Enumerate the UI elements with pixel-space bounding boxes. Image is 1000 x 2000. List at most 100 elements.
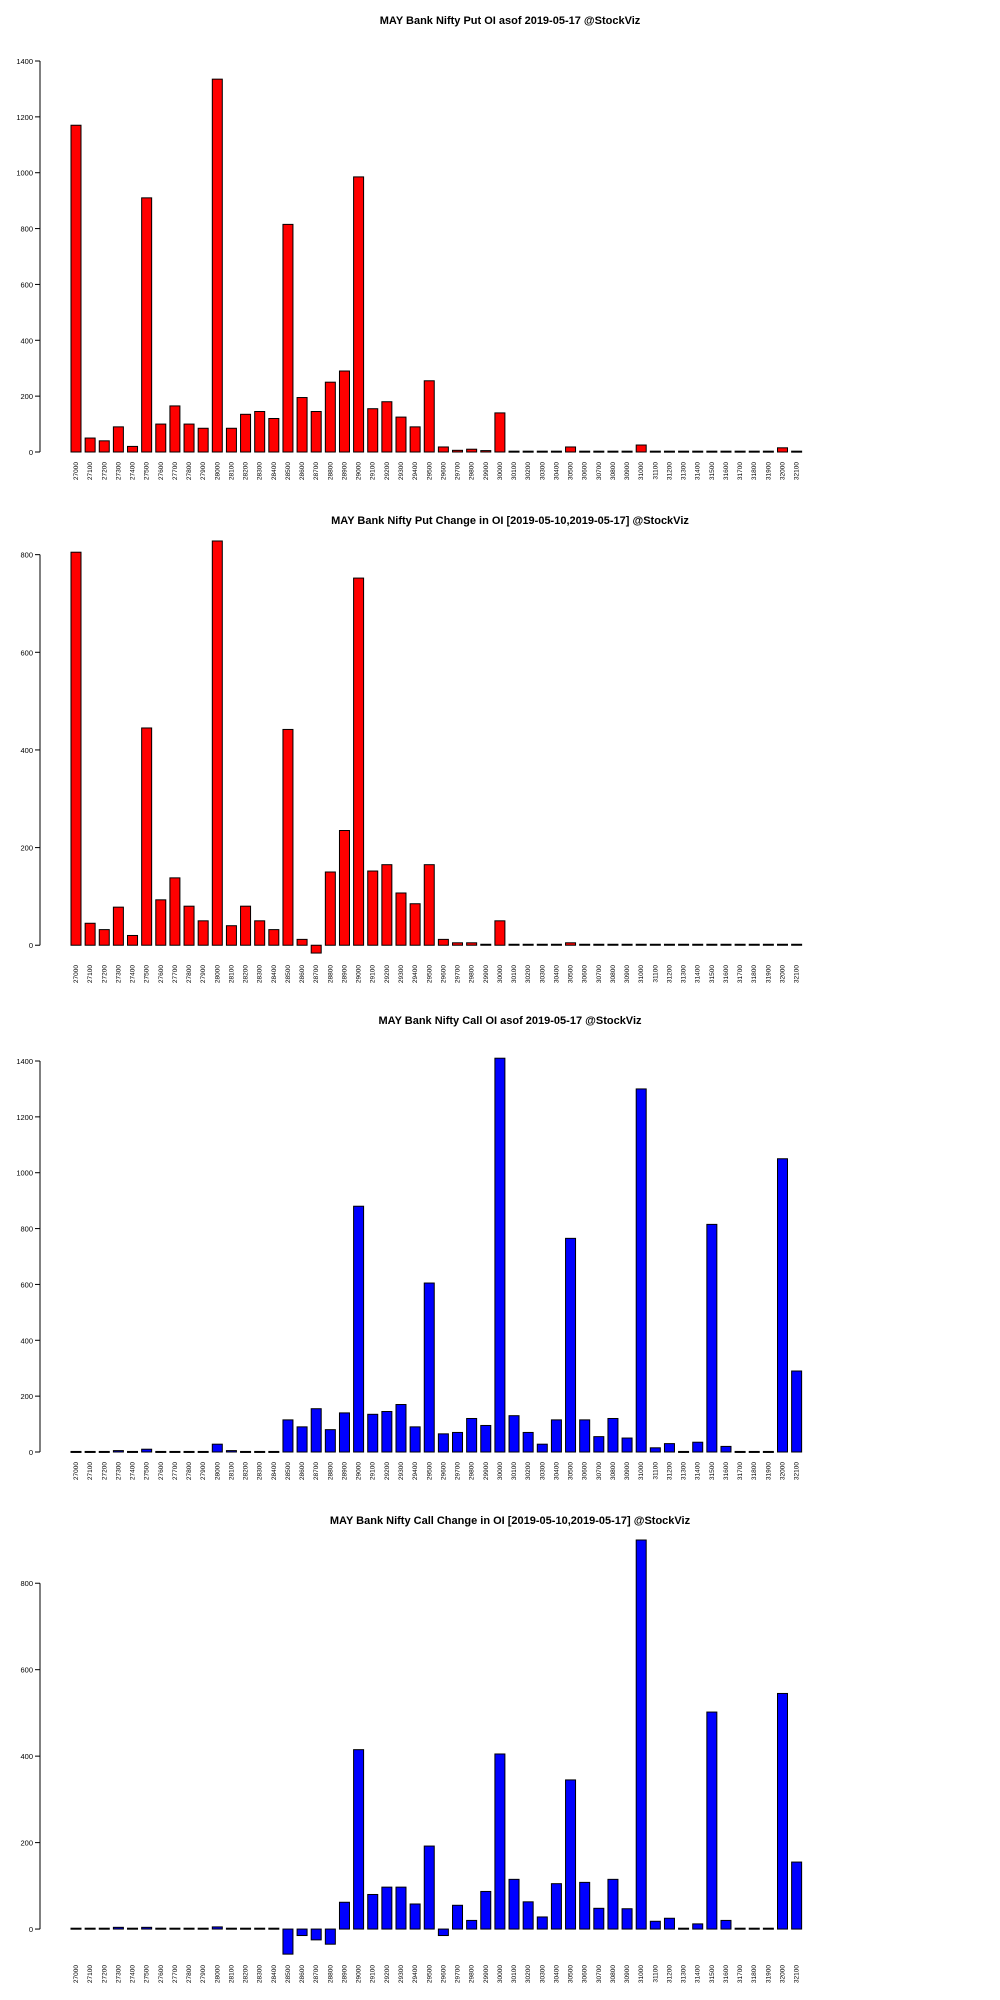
put-oi-change-bar-27300 [112, 906, 124, 946]
put-oi-chart-title: MAY Bank Nifty Put OI asof 2019-05-17 @S… [380, 15, 641, 27]
call-oi-y-tick-label: 0 [29, 1448, 33, 1457]
call-oi-change-x-tick-label: 28400 [271, 1965, 278, 1983]
call-oi-x-tick-label: 31600 [723, 1462, 730, 1480]
call-oi-bar-27600 [155, 1450, 167, 1453]
call-oi-x-tick-label: 27900 [200, 1462, 207, 1480]
call-oi-bar-31700 [734, 1450, 746, 1453]
put-oi-change-x-tick-label: 30000 [497, 965, 504, 983]
put-oi-x-tick-label: 30500 [568, 462, 575, 480]
put-oi-change-x-tick-label: 31700 [737, 965, 744, 983]
put-oi-change-x-tick-label: 28400 [271, 965, 278, 983]
call-oi-x-tick-label: 29800 [469, 1462, 476, 1480]
put-oi-change-bar-29000 [353, 577, 365, 946]
put-oi-bar-30900 [621, 450, 633, 453]
call-oi-bar-30500 [565, 1237, 577, 1453]
put-oi-y-tick-label: 200 [20, 392, 33, 401]
call-oi-bar-30800 [607, 1417, 619, 1453]
put-oi-x-tick-label: 31300 [681, 462, 688, 480]
put-oi-change-bar-30900 [621, 943, 633, 946]
call-oi-bar-32100 [791, 1370, 803, 1453]
put-oi-bar-31000 [635, 444, 647, 453]
put-oi-change-x-tick-label: 27900 [200, 965, 207, 983]
call-oi-change-x-tick-label: 27000 [73, 1965, 80, 1983]
call-oi-y-tick-label: 200 [20, 1392, 33, 1401]
put-oi-change-x-tick-label: 31400 [695, 965, 702, 983]
put-oi-change-x-tick-label: 29200 [384, 965, 391, 983]
put-oi-bar-29500 [423, 380, 435, 453]
call-oi-change-x-tick-label: 27200 [101, 1965, 108, 1983]
put-oi-bar-27600 [155, 423, 167, 453]
put-oi-change-bar-28500 [282, 728, 294, 946]
call-oi-change-bar-27300 [112, 1926, 124, 1930]
put-oi-change-bar-29200 [381, 864, 393, 946]
call-oi-x-tick-label: 27600 [158, 1462, 165, 1480]
call-oi-y-tick-label: 1000 [16, 1169, 33, 1178]
call-oi-bar-29300 [395, 1404, 407, 1453]
put-oi-chart: MAY Bank Nifty Put OI asof 2019-05-17 @S… [16, 15, 803, 480]
put-oi-change-x-tick-label: 27400 [130, 965, 137, 983]
put-oi-change-bar-31200 [663, 943, 675, 946]
put-oi-change-bar-29300 [395, 892, 407, 946]
put-oi-bar-31500 [706, 450, 718, 453]
put-oi-x-tick-label: 29100 [370, 462, 377, 480]
call-oi-change-x-tick-label: 31000 [638, 1965, 645, 1983]
put-oi-bar-30300 [536, 450, 548, 453]
put-oi-bar-31300 [678, 450, 690, 453]
put-oi-change-bar-30800 [607, 943, 619, 946]
put-oi-x-tick-label: 28600 [299, 462, 306, 480]
put-oi-change-x-tick-label: 31200 [666, 965, 673, 983]
call-oi-change-bar-31000 [635, 1539, 647, 1930]
call-oi-change-bar-29200 [381, 1886, 393, 1930]
put-oi-change-x-tick-label: 27800 [186, 965, 193, 983]
call-oi-change-bar-30700 [593, 1907, 605, 1930]
call-oi-x-tick-label: 31700 [737, 1462, 744, 1480]
call-oi-change-x-tick-label: 31200 [666, 1965, 673, 1983]
put-oi-change-bar-28200 [240, 905, 252, 946]
put-oi-x-tick-label: 31600 [723, 462, 730, 480]
put-oi-x-tick-label: 28500 [285, 462, 292, 480]
call-oi-y-tick-label: 1200 [16, 1113, 33, 1122]
put-oi-change-x-tick-label: 30500 [568, 965, 575, 983]
call-oi-bar-27800 [183, 1450, 195, 1453]
put-oi-bar-28000 [211, 78, 223, 453]
call-oi-change-x-tick-label: 30100 [511, 1965, 518, 1983]
put-oi-bar-31600 [720, 450, 732, 453]
put-oi-x-tick-label: 31000 [638, 462, 645, 480]
put-oi-change-bar-31900 [762, 943, 774, 946]
put-oi-bar-30600 [579, 450, 591, 453]
call-oi-x-tick-label: 31400 [695, 1462, 702, 1480]
call-oi-bar-29100 [367, 1413, 379, 1453]
call-oi-change-y-tick-label: 0 [29, 1925, 33, 1934]
put-oi-change-bar-27200 [98, 929, 110, 946]
call-oi-change-x-tick-label: 30900 [624, 1965, 631, 1983]
put-oi-change-x-tick-label: 31000 [638, 965, 645, 983]
call-oi-change-bar-31600 [720, 1919, 732, 1930]
call-oi-change-bar-28600 [296, 1928, 308, 1937]
call-oi-bar-27400 [127, 1450, 139, 1453]
call-oi-x-tick-label: 27800 [186, 1462, 193, 1480]
put-oi-change-x-tick-label: 31800 [751, 965, 758, 983]
put-oi-change-y-tick-label: 800 [20, 551, 33, 560]
call-oi-y-tick-label: 400 [20, 1336, 33, 1345]
call-oi-bar-27700 [169, 1450, 181, 1453]
put-oi-change-bar-28600 [296, 938, 308, 946]
call-oi-x-tick-label: 32100 [794, 1462, 801, 1480]
put-oi-x-tick-label: 27100 [87, 462, 94, 480]
call-oi-x-tick-label: 31800 [751, 1462, 758, 1480]
call-oi-change-bar-29700 [452, 1904, 464, 1930]
put-oi-change-bar-28800 [324, 871, 336, 946]
put-oi-change-bar-27900 [197, 920, 209, 946]
call-oi-bar-31400 [692, 1441, 704, 1453]
call-oi-bar-31000 [635, 1088, 647, 1453]
put-oi-bar-29700 [452, 449, 464, 453]
call-oi-change-bar-30900 [621, 1908, 633, 1930]
put-oi-change-bar-32000 [777, 943, 788, 946]
put-oi-bar-29400 [409, 426, 421, 453]
call-oi-y-tick-label: 600 [20, 1280, 33, 1289]
call-oi-bar-29600 [437, 1433, 449, 1453]
put-oi-y-tick-label: 0 [29, 448, 33, 457]
put-oi-x-tick-label: 27800 [186, 462, 193, 480]
call-oi-x-tick-label: 30200 [525, 1462, 532, 1480]
put-oi-change-x-tick-label: 32100 [794, 965, 801, 983]
put-oi-bar-30800 [607, 450, 619, 453]
